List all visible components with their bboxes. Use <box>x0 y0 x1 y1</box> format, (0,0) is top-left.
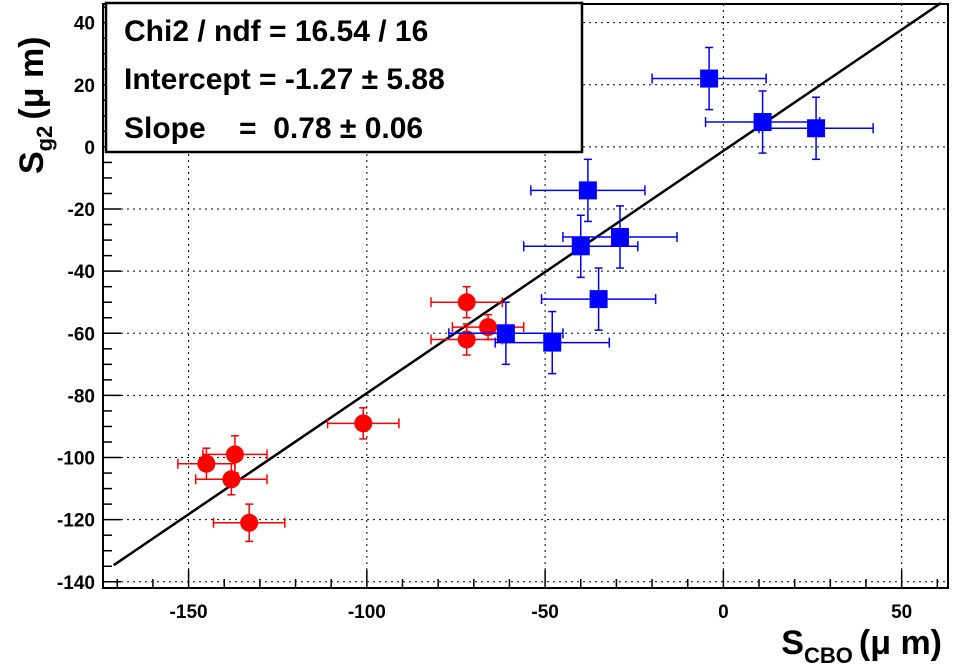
square-marker <box>571 237 590 256</box>
data-point-square <box>448 301 564 366</box>
x-tick-label: 0 <box>718 602 729 623</box>
x-axis-title-unit: (μ m) <box>859 624 942 662</box>
x-tick-label: 50 <box>891 602 912 623</box>
data-point-circle <box>326 407 400 440</box>
y-axis-title-unit: (μ m) <box>13 37 51 120</box>
square-marker <box>589 290 608 309</box>
circle-marker <box>222 470 241 489</box>
y-tick-label: -20 <box>68 200 95 221</box>
circle-marker <box>457 293 476 312</box>
square-marker <box>700 69 719 88</box>
square-marker <box>543 333 562 352</box>
circle-marker <box>240 513 259 532</box>
stats-box: Chi2 / ndf = 16.54 / 16 Intercept = -1.2… <box>104 1 584 154</box>
data-point-square <box>494 310 611 375</box>
data-point-square <box>704 90 821 154</box>
data-point-circle <box>194 462 268 496</box>
y-tick-label: 20 <box>74 76 95 97</box>
data-point-square <box>530 158 646 223</box>
y-axis-title-sub: g2 <box>32 126 57 152</box>
y-tick-label: -40 <box>68 262 95 283</box>
circle-marker <box>197 454 216 473</box>
y-axis-title: Sg2 (μ m) <box>13 37 57 175</box>
data-points <box>177 46 874 543</box>
data-point-square <box>562 205 678 269</box>
fit-line <box>112 2 942 567</box>
data-point-circle <box>212 503 286 543</box>
y-tick-label: -120 <box>57 511 95 532</box>
y-tick-label: -60 <box>68 324 95 345</box>
y-axis-title-main: S <box>13 151 51 174</box>
y-tick-label: -80 <box>68 386 95 407</box>
x-axis-title: SCBO (μ m) <box>781 624 942 666</box>
stats-line-chi2: Chi2 / ndf = 16.54 / 16 <box>124 15 428 48</box>
stats-box-border <box>104 1 584 154</box>
square-marker <box>807 119 826 138</box>
x-axis-title-sub: CBO <box>804 643 853 666</box>
stats-line-intercept: Intercept = -1.27 ± 5.88 <box>124 63 445 96</box>
data-point-square <box>522 214 639 279</box>
data-point-square <box>651 46 767 111</box>
square-marker <box>496 324 515 343</box>
x-tick-label: -150 <box>170 602 208 623</box>
x-axis-title-main: S <box>781 624 804 662</box>
axis-ticks: -150 -100 -50 0 50 -140 -120 -100 -80 -60 -40 -20 0 2… <box>57 6 939 623</box>
circle-marker <box>354 414 373 433</box>
x-tick-label: -100 <box>348 602 386 623</box>
circle-marker <box>457 330 476 349</box>
circle-marker <box>479 318 498 337</box>
square-marker <box>753 113 772 132</box>
y-tick-label: -100 <box>57 449 95 470</box>
data-point-circle <box>430 285 504 319</box>
square-marker <box>578 181 597 200</box>
data-point-square <box>758 96 874 161</box>
data-point-square <box>540 267 657 331</box>
stats-line-slope: Slope = 0.78 ± 0.06 <box>124 112 423 145</box>
fit-line-group <box>112 2 942 567</box>
y-tick-label: -140 <box>57 573 95 594</box>
circle-marker <box>225 445 244 464</box>
x-tick-label: -50 <box>531 602 558 623</box>
y-tick-label: 0 <box>84 138 95 159</box>
y-tick-label: 40 <box>74 14 95 35</box>
square-marker <box>610 227 629 246</box>
